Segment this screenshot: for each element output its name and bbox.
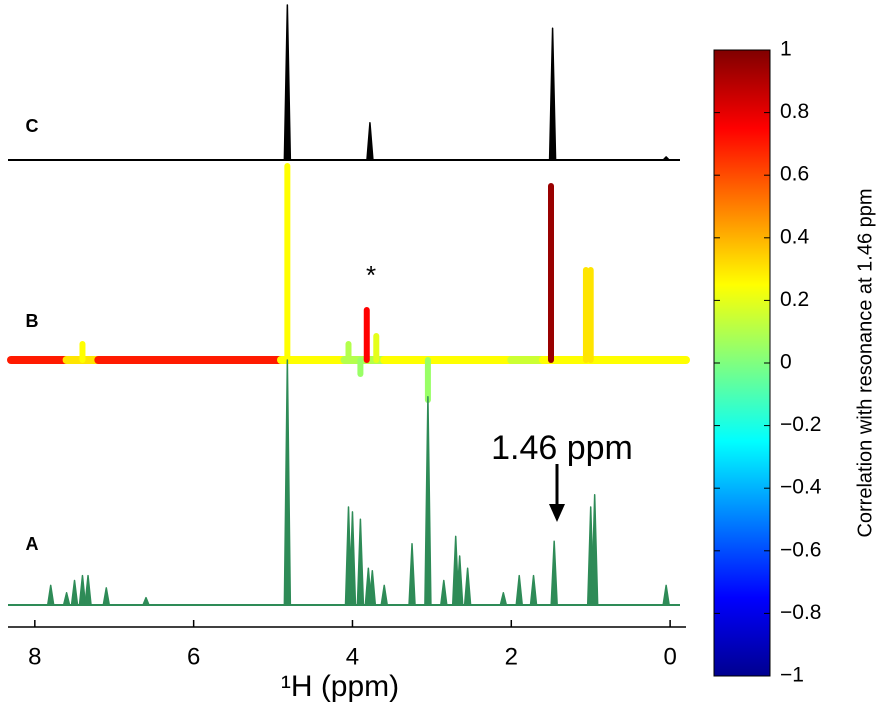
peak — [515, 574, 523, 606]
colorbar-tick-label: −0.8 — [780, 601, 821, 624]
star-annotation: * — [366, 260, 376, 290]
colorbar-tick-label: −1 — [780, 664, 804, 687]
x-tick-label: 0 — [663, 643, 676, 670]
colorbar-tick-label: 0.8 — [780, 100, 809, 123]
peak — [62, 592, 71, 606]
panel-label: C — [26, 116, 39, 136]
peak — [499, 592, 508, 606]
colorbar-label: Correlation with resonance at 1.46 ppm — [854, 188, 876, 537]
colorbar-tick-label: 0.4 — [780, 225, 810, 248]
colorbar-tick-label: −0.6 — [780, 538, 821, 561]
peak — [356, 518, 365, 606]
peak — [550, 540, 558, 606]
peak — [368, 569, 377, 606]
x-tick-label: 2 — [505, 643, 518, 670]
peak — [662, 584, 670, 606]
peak — [455, 555, 464, 606]
peak — [46, 584, 55, 606]
peak — [590, 494, 599, 606]
arrow-annotation: 1.46 ppm — [491, 429, 633, 467]
x-tick-label: 4 — [346, 643, 359, 670]
peak — [662, 156, 670, 161]
colorbar-tick-label: −0.4 — [780, 476, 822, 499]
peak — [102, 587, 111, 606]
arrow-head — [549, 504, 565, 522]
peak — [463, 567, 472, 606]
peak — [440, 579, 448, 606]
panel-label: A — [26, 534, 39, 554]
peak — [424, 396, 432, 606]
peak — [142, 596, 150, 606]
colorbar-tick-label: 0.2 — [780, 288, 809, 311]
peak — [348, 511, 357, 606]
peak — [548, 27, 557, 161]
colorbar-tick-label: 1 — [780, 38, 792, 61]
colorbar-tick-label: 0 — [780, 351, 792, 374]
panel-label: B — [26, 311, 39, 331]
peak — [529, 574, 538, 606]
colorbar-tick-label: 0.6 — [780, 163, 809, 186]
peak — [283, 359, 292, 606]
x-axis-label: ¹H (ppm) — [281, 670, 399, 703]
peak — [366, 122, 374, 161]
peak — [84, 574, 92, 606]
peak — [283, 4, 292, 161]
peak — [78, 574, 87, 606]
peak — [70, 579, 79, 606]
x-tick-label: 6 — [187, 643, 200, 670]
peak — [408, 543, 416, 606]
x-tick-label: 8 — [28, 643, 41, 670]
peak — [380, 584, 388, 606]
colorbar-tick-label: −0.2 — [780, 413, 821, 436]
colorbar — [713, 49, 771, 677]
